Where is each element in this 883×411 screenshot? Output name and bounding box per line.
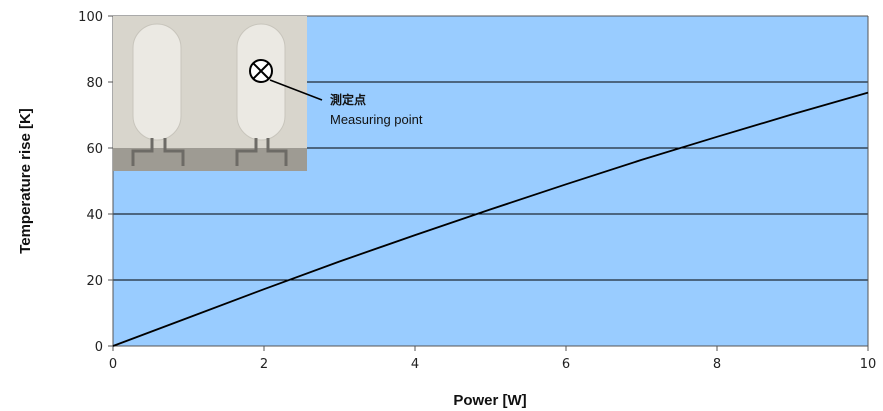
x-tick-label: 2 — [260, 357, 268, 372]
inset-photo — [113, 16, 307, 171]
annotation-label-en: Measuring point — [330, 112, 423, 127]
y-tick-label: 100 — [78, 10, 103, 25]
series-line-0 — [112, 91, 869, 347]
y-tick-label: 40 — [86, 208, 103, 223]
annotation-leader-line — [269, 79, 323, 101]
marker-cross-2 — [252, 62, 270, 80]
y-tick-label: 80 — [86, 76, 103, 91]
y-tick-label: 0 — [95, 340, 103, 355]
x-tick-label: 0 — [109, 357, 117, 372]
measuring-point-marker — [249, 59, 323, 101]
y-tick-label: 20 — [86, 274, 103, 289]
inset-lead-right — [235, 138, 288, 166]
inset-lead-left — [131, 138, 185, 166]
x-tick-label: 8 — [713, 357, 721, 372]
y-tick-label: 60 — [86, 142, 103, 157]
annotation-label-jp: 測定点 — [330, 92, 366, 107]
tick-marks — [108, 15, 869, 351]
x-tick-labels: 0 2 4 6 8 10 — [109, 357, 876, 372]
y-tick-labels: 0 20 40 60 80 100 — [78, 10, 103, 355]
x-axis-title: Power [W] — [453, 392, 526, 409]
inset-terminal-pad-left — [132, 23, 182, 141]
x-tick-label: 6 — [562, 357, 570, 372]
y-axis-title: Temperature rise [K] — [17, 108, 34, 254]
series-group — [112, 91, 869, 347]
x-tick-label: 10 — [860, 357, 877, 372]
inset-base-shadow — [113, 145, 307, 171]
x-tick-label: 4 — [411, 357, 419, 372]
